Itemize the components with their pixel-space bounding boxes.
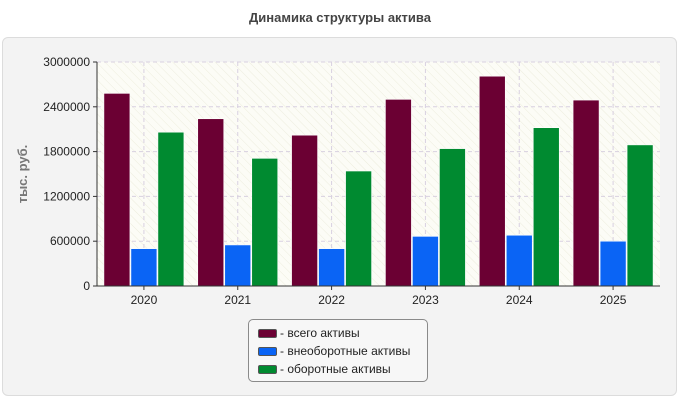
y-tick-label: 1800000 (43, 145, 90, 159)
bar-2025-series-1 (599, 240, 627, 287)
x-tick-label: 2023 (412, 293, 439, 307)
bar-2021-series-0 (197, 118, 225, 287)
x-tick-label: 2022 (318, 293, 345, 307)
legend-item-total: - всего активы (258, 324, 427, 342)
legend-item-current: - оборотные активы (258, 360, 427, 378)
plot-area (97, 62, 660, 286)
bars (103, 75, 654, 287)
bar-2021-series-2 (251, 158, 279, 287)
x-tick-label: 2025 (600, 293, 627, 307)
chart-title: Динамика структуры актива (249, 10, 431, 25)
bar-2022-series-0 (291, 134, 318, 287)
axes (93, 61, 660, 290)
bar-2022-series-2 (345, 170, 372, 287)
bar-2024-series-1 (505, 234, 533, 287)
x-tick-label: 2024 (506, 293, 533, 307)
bar-2022-series-1 (318, 248, 345, 287)
bar-2025-series-2 (626, 144, 654, 287)
legend: - всего активы - внеоборотные активы - о… (248, 319, 428, 382)
y-tick-label: 3000000 (43, 55, 90, 69)
y-tick-label: 1200000 (43, 189, 90, 203)
legend-label-total: - всего активы (280, 326, 360, 340)
y-tick-label: 600000 (50, 234, 90, 248)
bar-2025-series-0 (572, 99, 600, 287)
legend-label-current: - оборотные активы (280, 362, 391, 376)
bar-2024-series-0 (478, 75, 506, 287)
legend-swatch-noncurrent (258, 346, 277, 356)
bar-2023-series-2 (439, 148, 466, 287)
tick-labels: 0 600000 1200000 1800000 2400000 3000000 2020 2… (43, 55, 626, 307)
bar-2023-series-0 (385, 99, 412, 287)
bar-2021-series-1 (224, 244, 252, 287)
bar-2020-series-0 (103, 93, 131, 287)
bar-2024-series-2 (532, 127, 560, 287)
y-axis-title: тыс. руб. (15, 145, 30, 204)
legend-label-noncurrent: - внеоборотные активы (280, 344, 411, 358)
bar-2020-series-2 (157, 131, 185, 287)
y-tick-label: 2400000 (43, 100, 90, 114)
x-tick-label: 2021 (224, 293, 251, 307)
x-tick-label: 2020 (131, 293, 158, 307)
bar-2020-series-1 (130, 248, 158, 287)
legend-swatch-current (258, 364, 277, 374)
grid-lines (97, 61, 660, 286)
legend-item-noncurrent: - внеоборотные активы (258, 342, 427, 360)
y-tick-label: 0 (83, 279, 90, 293)
bar-2023-series-1 (412, 236, 439, 287)
legend-swatch-total (258, 328, 277, 338)
